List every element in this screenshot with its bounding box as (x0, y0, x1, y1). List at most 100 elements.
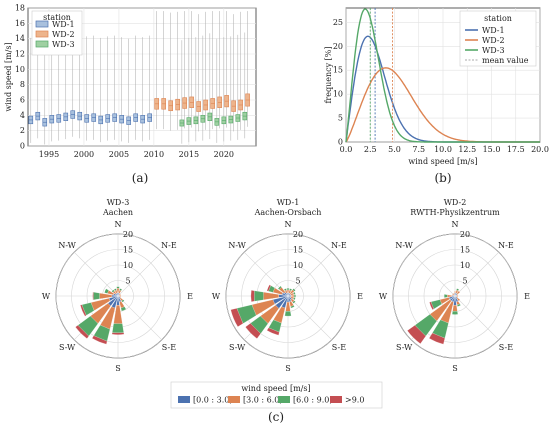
legend-label-bin: [3.0 : 6.0) (243, 396, 282, 405)
panel-c-legend-title: wind speed [m/s] (241, 384, 310, 393)
windrose-direction-label: N-E (331, 241, 347, 250)
windrose-wedge (428, 332, 446, 345)
panel-a-y-tick-label: 8 (20, 80, 25, 89)
windrose-wedge (92, 291, 94, 301)
windrose-wedge (283, 288, 287, 291)
windrose-wedge (444, 294, 448, 298)
windrose-direction-label: S-E (499, 343, 513, 352)
windrose-wedge (456, 294, 459, 296)
legend-swatch-bin (178, 396, 190, 403)
windrose-radius-label: 20 (293, 230, 303, 239)
windrose-wedge (292, 288, 296, 292)
windrose-wd3-subtitle: Aachen (102, 208, 133, 217)
legend-label-WD-3: WD-3 (482, 46, 505, 55)
panel-a-y-tick-label: 10 (15, 65, 25, 74)
legend-label-bin: [0.0 : 3.0) (193, 396, 232, 405)
windrose-direction-label: N (115, 220, 122, 229)
windrose-radius-label: 20 (123, 230, 133, 239)
windrose-direction-label: N (452, 220, 459, 229)
panel-a-y-tick-label: 16 (15, 19, 25, 28)
windrose-wd1: WD-1 Aachen-Orsbach 5 10 15 20N N-E E S-E S S-W W… (212, 198, 363, 373)
windrose-spoke (454, 295, 500, 341)
panel-b-x-tick-label: 2.5 (364, 145, 377, 154)
panel-a-x-tick-label: 1995 (39, 150, 59, 159)
windrose-direction-label: E (357, 292, 363, 301)
windrose-radius-label: 10 (460, 261, 470, 270)
legend-swatch-bin (278, 396, 290, 403)
panel-b-x-tick-label: 12.5 (458, 145, 476, 154)
windrose-wedge (290, 294, 295, 298)
windrose-wd3: WD-3 Aachen 5 10 15 20N N-E E S-E S S-W W N-W (42, 198, 193, 373)
windrose-wedge (284, 311, 292, 317)
windrose-radius-label: 5 (125, 277, 130, 286)
windrose-wd2-subtitle: RWTH-Physikzentrum (410, 208, 500, 217)
windrose-direction-label: S (452, 364, 457, 373)
windrose-wd1-subtitle: Aachen-Orsbach (254, 208, 322, 217)
panel-a-boxplot: 0 2 4 6 8 10 12 14 16 18 1995 2000 2005 2010 2015 2020… (4, 4, 257, 185)
windrose-wedge (456, 288, 460, 291)
windrose-radius-label: 10 (123, 261, 133, 270)
panel-b-label: (b) (434, 171, 451, 185)
panel-b-legend-items: WD-1WD-2WD-3 (465, 26, 505, 55)
windrose-wedge (230, 308, 244, 327)
windrose-wedge (277, 285, 282, 290)
panel-c-label: (c) (268, 410, 284, 424)
windrose-spoke (454, 251, 500, 297)
panel-b-ylabel: frequency [%] (324, 46, 333, 103)
panel-a-y-tick-label: 4 (20, 111, 25, 120)
windrose-direction-label: N-E (161, 241, 177, 250)
windrose-direction-label: N (285, 220, 292, 229)
panel-a-legend-title: station (43, 13, 71, 22)
windrose-wedge (429, 301, 435, 310)
windrose-wedge (266, 284, 271, 292)
windrose-wedge (75, 325, 89, 339)
windrose-wedge (245, 323, 261, 339)
legend-label-WD-1: WD-1 (482, 26, 505, 35)
windrose-radius-label: 20 (460, 230, 470, 239)
panel-b-x-ticks: 0.0 2.5 5.0 7.5 10.0 12.5 15.0 17.5 20.0 (340, 145, 549, 154)
legend-swatch-WD-3 (35, 40, 49, 48)
panel-a-legend: station WD-1WD-2WD-3 (31, 10, 83, 56)
windrose-spoke (117, 295, 163, 341)
panel-b-x-tick-label: 15.0 (483, 145, 501, 154)
windrose-wedge (93, 291, 100, 301)
windrose-direction-label: S (115, 364, 120, 373)
windrose-wd3-title: WD-3 (107, 198, 130, 207)
panel-b-y-tick-label: 20 (333, 42, 343, 51)
legend-swatch-bin (330, 396, 342, 403)
panel-a-y-tick-label: 12 (15, 50, 25, 59)
windrose-wedge (290, 305, 295, 309)
panel-b-xlabel: wind speed [m/s] (408, 157, 477, 166)
windrose-wedge (104, 288, 109, 294)
panel-a-x-tick-label: 2010 (144, 150, 164, 159)
legend-label-WD-1: WD-1 (52, 20, 75, 29)
legend-label-WD-3: WD-3 (52, 40, 75, 49)
panel-a-y-tick-label: 18 (15, 4, 25, 13)
windrose-radius-label: 15 (460, 246, 470, 255)
windrose-direction-label: E (187, 292, 193, 301)
windrose-wedge (118, 293, 121, 296)
windrose-direction-label: W (212, 292, 221, 301)
legend-label-bin: >9.0 (345, 396, 364, 405)
panel-a-y-tick-label: 14 (15, 34, 25, 43)
panel-a-legend-items: WD-1WD-2WD-3 (35, 20, 75, 49)
windrose-wedge (451, 311, 459, 315)
windrose-wedge (120, 306, 127, 312)
panel-a-x-tick-label: 2000 (74, 150, 94, 159)
windrose-direction-label: S-W (396, 343, 413, 352)
panel-a-x-tick-label: 2005 (109, 150, 129, 159)
windrose-wedge (116, 286, 120, 289)
windrose-wedge (293, 294, 296, 298)
windrose-wedge (456, 296, 459, 298)
panel-a-y-tick-label: 2 (20, 126, 25, 135)
panel-b-x-tick-label: 20.0 (531, 145, 549, 154)
windrose-wedge (407, 325, 426, 344)
windrose-direction-label: S-W (229, 343, 246, 352)
panel-b-legend-box (459, 10, 537, 67)
windrose-direction-label: W (42, 292, 51, 301)
panel-a-x-tick-label: 2020 (214, 150, 234, 159)
panel-a-x-tick-label: 2015 (179, 150, 199, 159)
legend-swatch-WD-2 (35, 30, 49, 38)
panel-b-legend: station WD-1WD-2WD-3 mean value (459, 10, 537, 67)
